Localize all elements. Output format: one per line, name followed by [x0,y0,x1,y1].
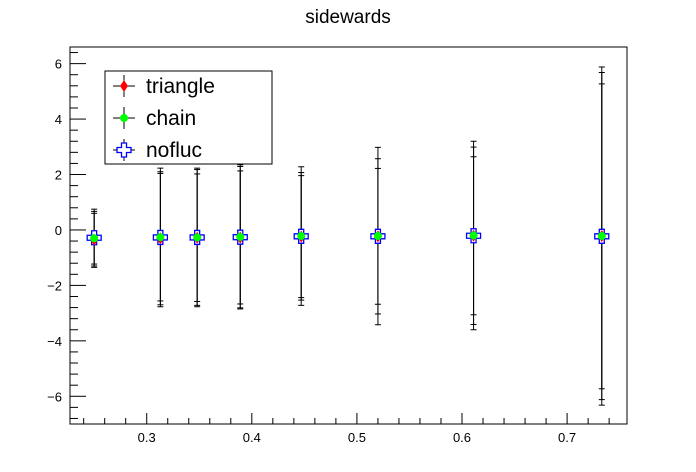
point-chain [156,233,165,242]
point-chain [469,231,478,240]
legend: triangle chain nofluc [104,70,273,165]
x-tick-label: 0.3 [138,430,156,445]
point-chain [193,233,202,242]
point-chain [236,232,245,241]
y-tick-label: −6 [47,389,62,404]
legend-marker-nofluc [116,142,132,158]
point-chain [297,232,306,241]
x-tick-label: 0.4 [243,430,261,445]
y-tick-label: −2 [47,278,62,293]
legend-marker-triangle [120,80,128,92]
point-chain [90,234,99,243]
y-tick-label: 6 [55,57,62,72]
y-tick-label: 0 [55,223,62,238]
x-tick-label: 0.5 [348,430,366,445]
x-tick-label: 0.6 [453,430,471,445]
chart-title: sidewards [305,7,391,28]
x-tick-label: 0.7 [558,430,576,445]
legend-label-triangle: triangle [146,75,215,98]
legend-label-chain: chain [146,107,196,130]
y-tick-label: 4 [55,112,62,127]
plot-frame [69,46,628,425]
y-tick-label: 2 [55,168,62,183]
axes: 0.3 0.4 0.5 0.6 0.7 −6 −4 −2 0 2 4 6 [47,52,610,445]
y-tick-label: −4 [47,334,62,349]
point-chain [597,232,606,241]
legend-label-nofluc: nofluc [146,139,202,162]
point-chain [373,232,382,241]
legend-marker-chain [120,114,128,122]
data-points [86,66,610,406]
